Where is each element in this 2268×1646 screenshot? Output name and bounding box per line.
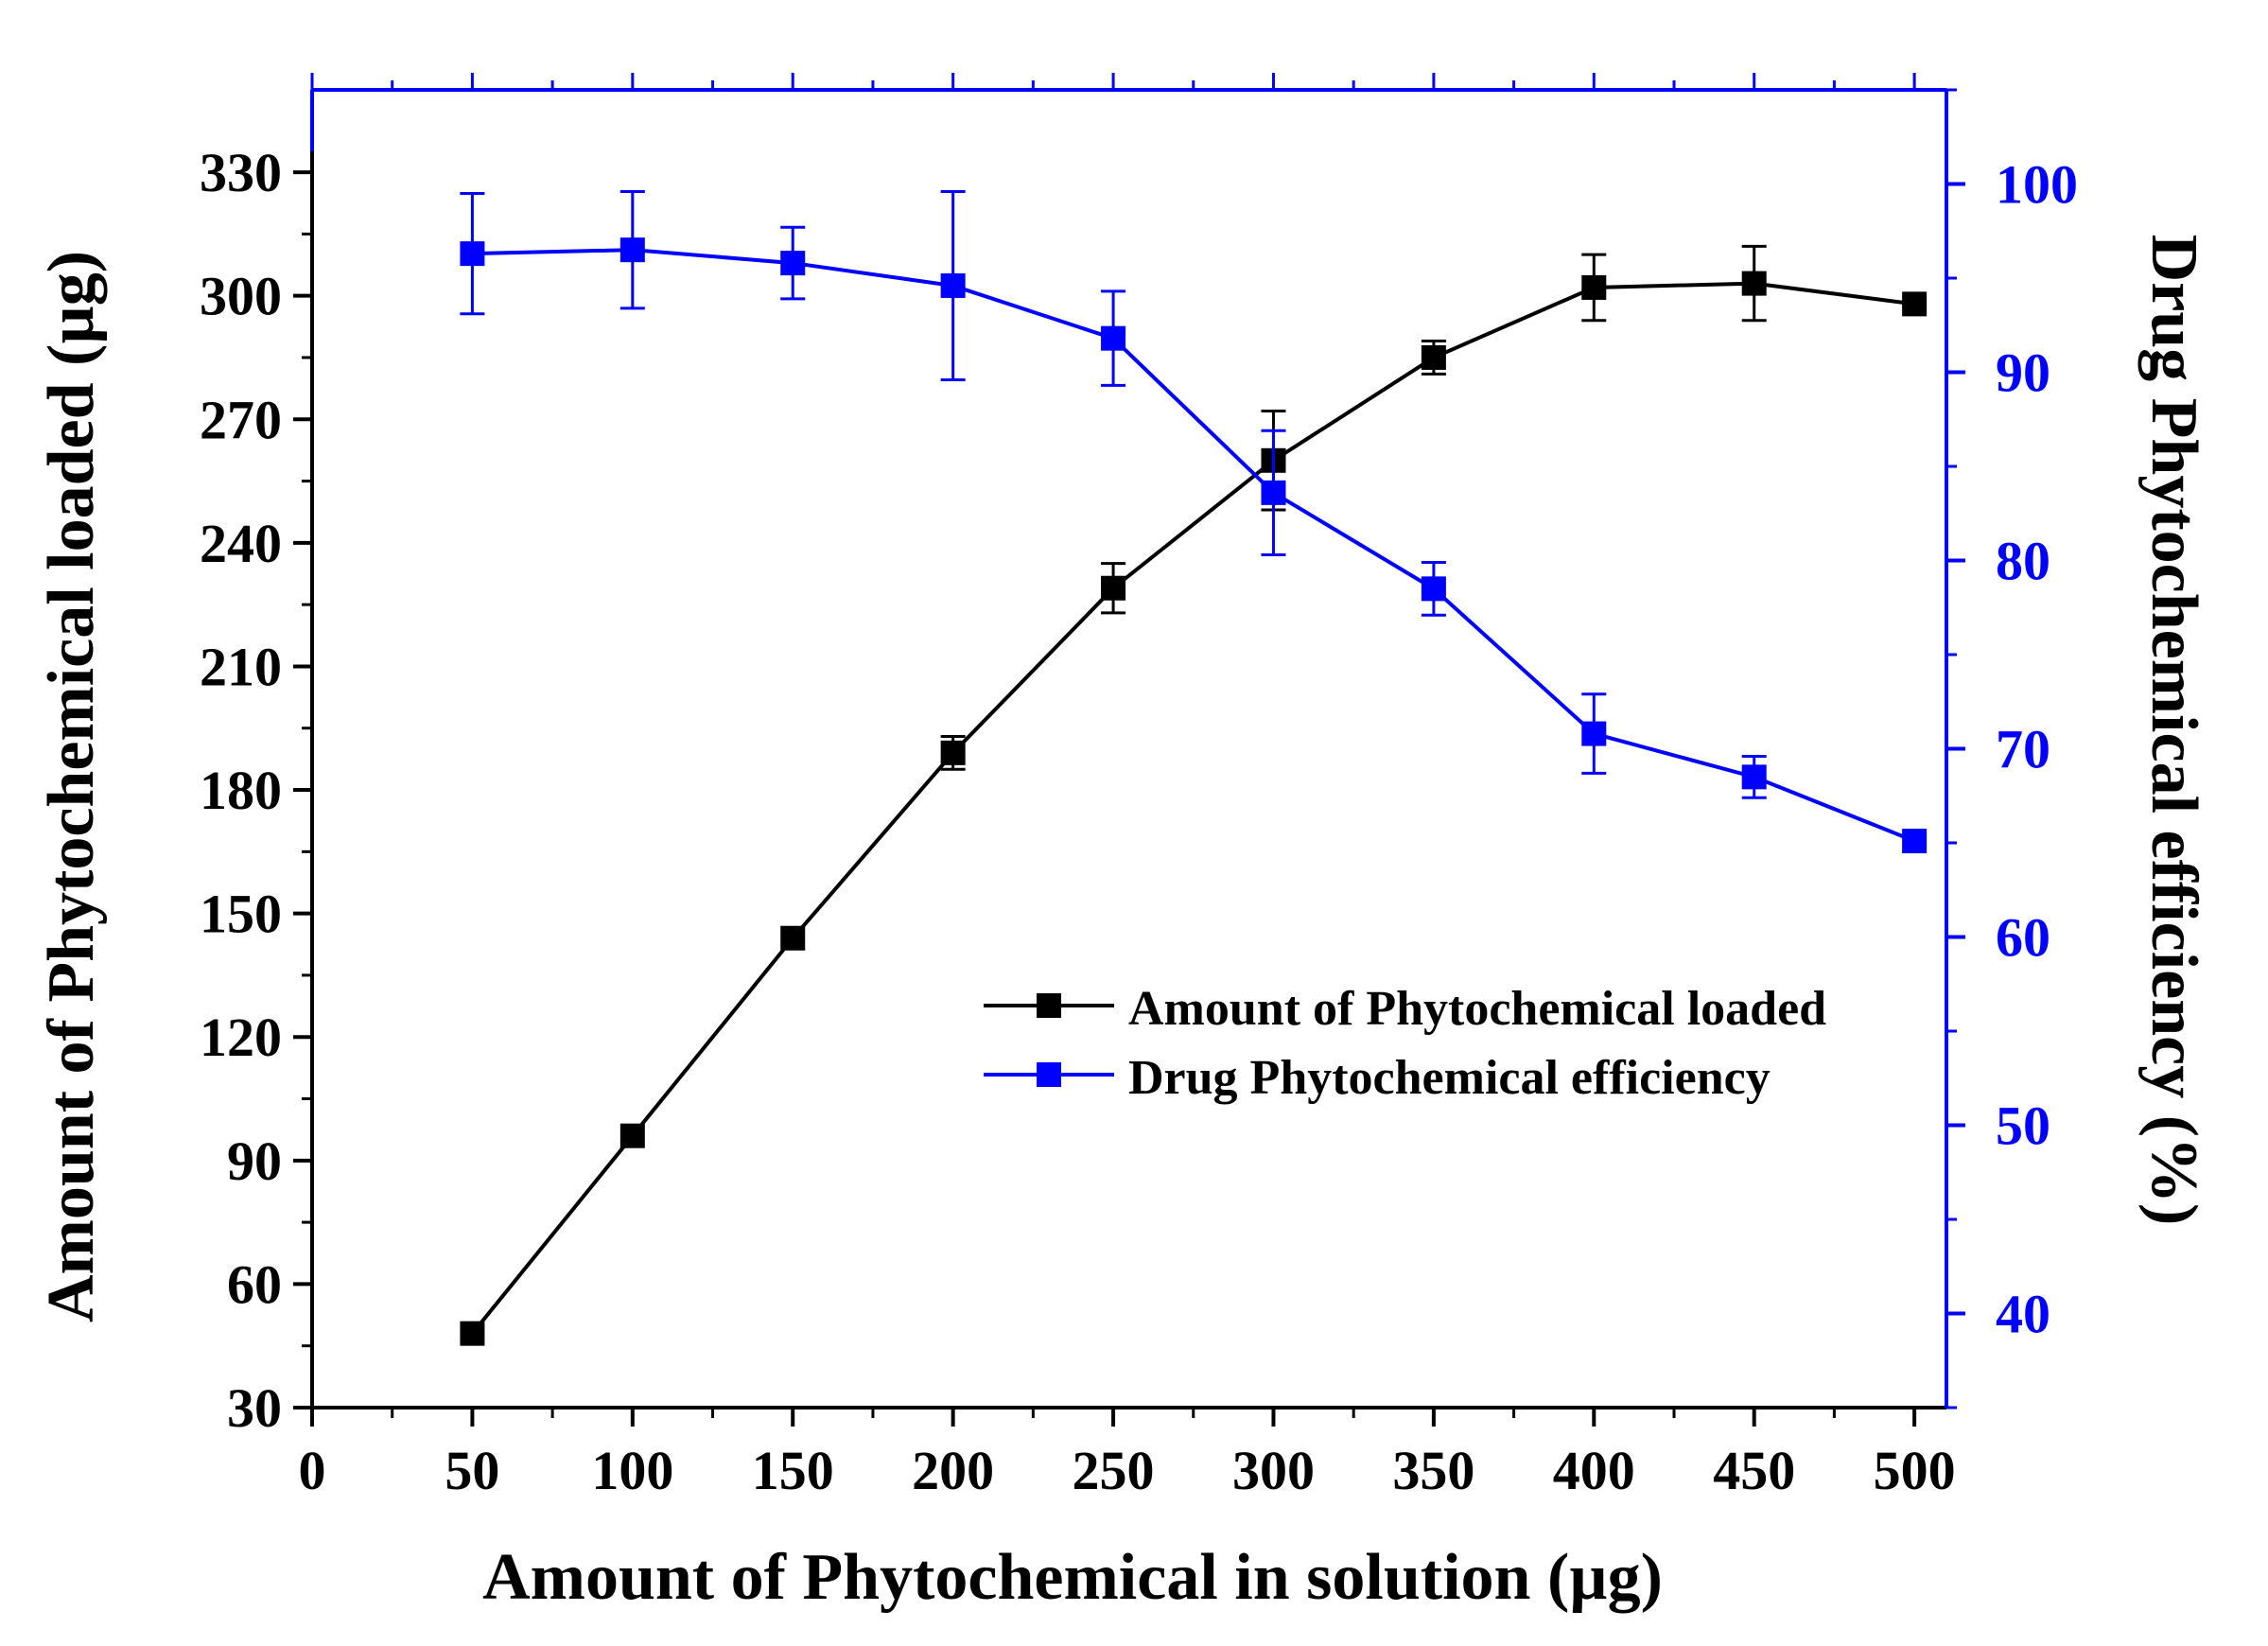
data-point-marker: [1581, 274, 1607, 300]
data-point-marker: [940, 740, 966, 765]
x-tick-label: 500: [1874, 1440, 1956, 1501]
y-left-tick-label: 270: [200, 389, 282, 450]
data-point-marker: [780, 251, 806, 276]
series-line-loaded: [470, 281, 1915, 1335]
y-right-tick-label: 60: [1996, 907, 2050, 969]
data-point-marker: [460, 241, 485, 267]
data-point-marker: [460, 1321, 485, 1346]
x-tick-label: 100: [591, 1440, 673, 1501]
data-point-marker: [1421, 344, 1446, 370]
y-left-tick-label: 90: [227, 1130, 282, 1192]
data-point-marker: [780, 925, 806, 951]
legend-label: Drug Phytochemical efficiency: [1128, 1051, 1771, 1105]
x-tick-label: 250: [1073, 1440, 1155, 1501]
y-left-tick-label: 180: [200, 760, 282, 821]
legend-label: Amount of Phytochemical loaded: [1128, 982, 1826, 1036]
x-tick-label: 50: [445, 1440, 499, 1501]
legend-marker: [1037, 1062, 1061, 1087]
data-point-marker: [1902, 291, 1928, 317]
data-point-marker: [1581, 721, 1607, 746]
legend-marker: [1037, 993, 1061, 1018]
y-left-tick-label: 300: [200, 266, 282, 327]
data-point-marker: [940, 272, 966, 298]
y-right-tick-label: 80: [1996, 531, 2050, 592]
x-tick-label: 450: [1713, 1440, 1795, 1501]
y-left-tick-label: 150: [200, 884, 282, 945]
x-tick-label: 400: [1553, 1440, 1635, 1501]
y-right-axis-title: Drug Phytochemical efficiency (%): [2137, 235, 2210, 1226]
y-right-tick-label: 90: [1996, 342, 2050, 404]
x-tick-label: 150: [752, 1440, 834, 1501]
y-left-tick-label: 30: [227, 1377, 282, 1439]
y-right-tick-label: 40: [1996, 1284, 2050, 1345]
y-left-tick-label: 120: [200, 1007, 282, 1068]
x-tick-label: 200: [912, 1440, 994, 1501]
y-left-tick-label: 240: [200, 513, 282, 574]
data-point-marker: [1261, 480, 1286, 505]
x-tick-label: 0: [299, 1440, 326, 1501]
data-point-marker: [1741, 764, 1767, 790]
data-point-marker: [619, 237, 645, 263]
data-point-marker: [1101, 325, 1126, 351]
y-left-tick-label: 60: [227, 1253, 282, 1315]
data-point-marker: [1421, 576, 1446, 602]
y-right-tick-label: 100: [1996, 154, 2078, 216]
x-tick-label: 350: [1392, 1440, 1474, 1501]
y-left-axis-title: Amount of Phytochemical loaded (µg): [35, 251, 108, 1322]
x-axis-title: Amount of Phytochemical in solution (µg): [482, 1541, 1663, 1614]
data-point-marker: [1101, 575, 1126, 601]
y-left-tick-label: 330: [200, 142, 282, 203]
y-right-tick-label: 70: [1996, 719, 2050, 780]
y-left-tick-label: 210: [200, 636, 282, 697]
series-line-efficiency: [472, 248, 1915, 843]
y-right-tick-label: 50: [1996, 1095, 2050, 1157]
x-tick-label: 300: [1232, 1440, 1315, 1501]
data-point-marker: [1741, 271, 1767, 296]
data-point-marker: [1902, 829, 1928, 854]
data-point-marker: [619, 1123, 645, 1148]
